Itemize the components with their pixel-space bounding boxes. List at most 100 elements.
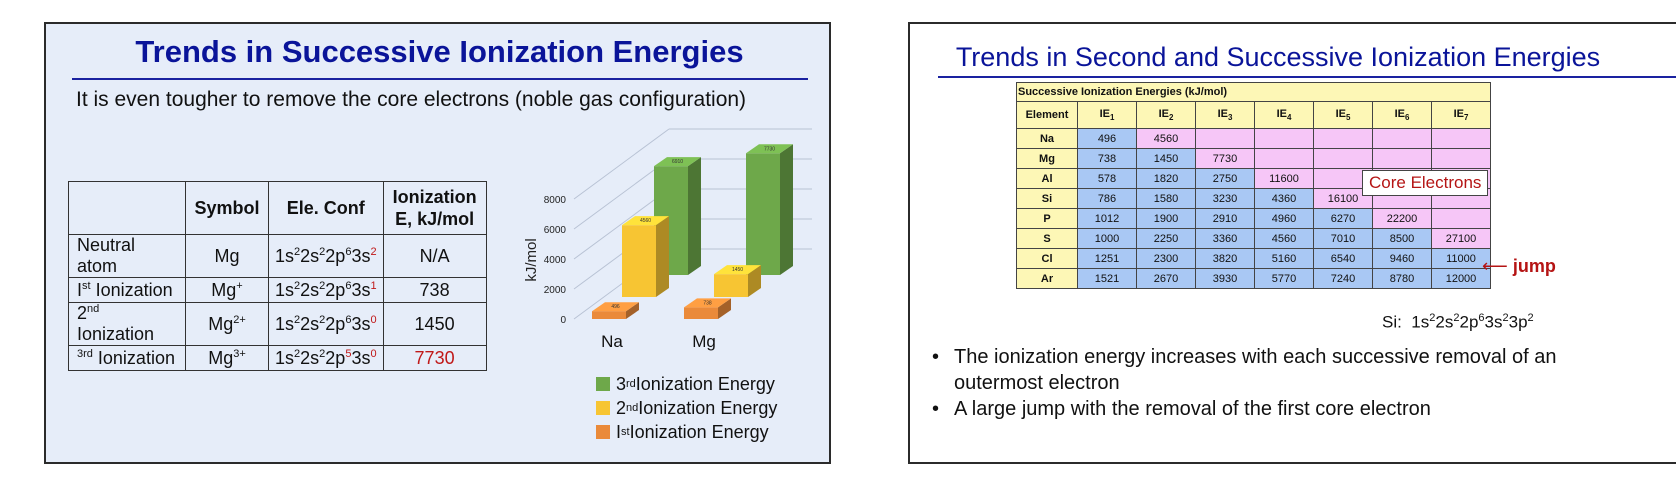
orbital: 2s bbox=[300, 347, 320, 368]
ie-cell: 2910 bbox=[1195, 208, 1255, 229]
header-element: Element bbox=[1016, 101, 1078, 129]
element-cell: Cl bbox=[1016, 248, 1078, 269]
bullet-item: • A large jump with the removal of the fi… bbox=[932, 396, 1594, 422]
orbital-count: 2 bbox=[1429, 312, 1436, 324]
table-row: S 1000 2250 3360 4560 7010 8500 27100 bbox=[1016, 228, 1491, 249]
jump-annotation: ⟵ jump bbox=[1482, 256, 1556, 277]
ie-cell bbox=[1431, 208, 1491, 229]
ie-index: 2 bbox=[1168, 113, 1174, 123]
header-ie: IE4 bbox=[1254, 101, 1314, 129]
symbol-text: Mg bbox=[211, 279, 237, 300]
slide-title: Trends in Successive Ionization Energies bbox=[135, 34, 744, 69]
ie-cell: 4960 bbox=[1254, 208, 1314, 229]
orbital-count: 1 bbox=[370, 279, 377, 292]
legend-swatch bbox=[596, 401, 610, 415]
label-text: Ionization bbox=[90, 279, 173, 300]
orbital-count: 6 bbox=[345, 245, 352, 258]
bullet-icon: • bbox=[932, 398, 940, 420]
header-ie: IE1 bbox=[1077, 101, 1137, 129]
bar bbox=[622, 225, 656, 297]
bullet-text: A large jump with the removal of the fir… bbox=[954, 398, 1431, 420]
row-value: 738 bbox=[382, 277, 487, 303]
si-configuration: Si: 1s22s22p63s23p2 bbox=[1382, 312, 1534, 333]
title-rule bbox=[72, 78, 808, 80]
orbital-count: 6 bbox=[345, 313, 352, 326]
legend-num: 2 bbox=[616, 397, 627, 418]
orbital: 3s bbox=[351, 279, 371, 300]
successive-ie-table: Successive Ionization Energies (kJ/mol) … bbox=[1016, 82, 1491, 289]
orbital-count: 2 bbox=[319, 347, 326, 360]
table-row: Ar 1521 2670 3930 5770 7240 8780 12000 bbox=[1016, 268, 1491, 289]
element-cell: Na bbox=[1016, 128, 1078, 149]
ie-cell: 16100 bbox=[1313, 188, 1373, 209]
ie-cell: 9460 bbox=[1372, 248, 1432, 269]
ie-cell: 786 bbox=[1077, 188, 1137, 209]
orbital-count: 2 bbox=[1527, 312, 1534, 324]
header-ie: IE3 bbox=[1195, 101, 1255, 129]
symbol-text: Mg bbox=[214, 245, 240, 266]
bar-top bbox=[592, 302, 639, 312]
element-cell: Si bbox=[1016, 188, 1078, 209]
ie-cell: 7240 bbox=[1313, 268, 1373, 289]
y-tick-label: 8000 bbox=[544, 195, 567, 206]
header-config: Ele. Conf bbox=[268, 181, 384, 235]
bullet-item: • The ionization energy increases with ea… bbox=[932, 344, 1594, 396]
table-row: Cl 1251 2300 3820 5160 6540 9460 11000 bbox=[1016, 248, 1491, 269]
bar-top bbox=[746, 144, 793, 154]
orbital: 2p bbox=[325, 245, 346, 266]
table-row: Mg 738 1450 7730 bbox=[1016, 148, 1491, 169]
header-ie: IE2 bbox=[1136, 101, 1196, 129]
ie-index: 6 bbox=[1404, 113, 1410, 123]
ie-label: IE bbox=[1394, 107, 1405, 120]
ion-charge: + bbox=[236, 279, 243, 292]
data-label: 7730 bbox=[764, 146, 775, 152]
row-symbol: Mg2+ bbox=[185, 302, 269, 346]
label-text: Ionization bbox=[92, 347, 175, 368]
ie-cell: 27100 bbox=[1431, 228, 1491, 249]
orbital: 1s bbox=[275, 347, 295, 368]
label-text: Ionization bbox=[77, 324, 155, 344]
orbital-count: 6 bbox=[345, 279, 352, 292]
row-config: 1s22s22p63s0 bbox=[268, 302, 384, 346]
ie-label: IE bbox=[1276, 107, 1287, 120]
bar bbox=[714, 274, 748, 297]
row-label: Ist Ionization bbox=[68, 277, 186, 303]
table-row: P 1012 1900 2910 4960 6270 22200 bbox=[1016, 208, 1491, 229]
row-value: N/A bbox=[382, 234, 487, 278]
orbital: 1s bbox=[275, 313, 295, 334]
bar bbox=[746, 153, 780, 275]
label-ord: st bbox=[82, 279, 91, 292]
table-row: Ist Ionization Mg+ 1s22s22p63s1 738 bbox=[68, 277, 487, 303]
ie-cell: 1900 bbox=[1136, 208, 1196, 229]
orbital-count: 2 bbox=[1453, 312, 1460, 324]
data-label: 1450 bbox=[732, 267, 743, 273]
ie-cell: 5160 bbox=[1254, 248, 1314, 269]
ie-cell bbox=[1254, 128, 1314, 149]
row-symbol: Mg+ bbox=[185, 277, 269, 303]
slide-subtitle: It is even tougher to remove the core el… bbox=[76, 88, 747, 111]
gridline bbox=[573, 188, 670, 260]
ie-cell bbox=[1431, 128, 1491, 149]
row-value: 7730 bbox=[382, 345, 487, 371]
ie-cell: 2300 bbox=[1136, 248, 1196, 269]
row-value: 1450 bbox=[382, 302, 487, 346]
data-label: 4560 bbox=[640, 218, 651, 224]
bar-side bbox=[780, 144, 793, 275]
bullet-text: The ionization energy increases with eac… bbox=[954, 346, 1557, 394]
ie-cell: 12000 bbox=[1431, 268, 1491, 289]
slide-title: Trends in Second and Successive Ionizati… bbox=[955, 42, 1601, 72]
ie-cell: 3360 bbox=[1195, 228, 1255, 249]
ie-cell: 22200 bbox=[1372, 208, 1432, 229]
table-caption-row: Successive Ionization Energies (kJ/mol) bbox=[1016, 82, 1491, 102]
header-ie: IE5 bbox=[1313, 101, 1373, 129]
si-prefix: Si: bbox=[1382, 312, 1402, 332]
bar-top bbox=[654, 157, 701, 167]
ion-charge: 2+ bbox=[233, 313, 246, 326]
orbital-count: 2 bbox=[294, 313, 301, 326]
table-header-row: Symbol Ele. Conf Ionization E, kJ/mol bbox=[68, 181, 487, 235]
label-ord: nd bbox=[87, 303, 100, 315]
ie-label: IE bbox=[1217, 107, 1228, 120]
orbital: 3s bbox=[1484, 312, 1503, 332]
ie-cell: 3930 bbox=[1195, 268, 1255, 289]
